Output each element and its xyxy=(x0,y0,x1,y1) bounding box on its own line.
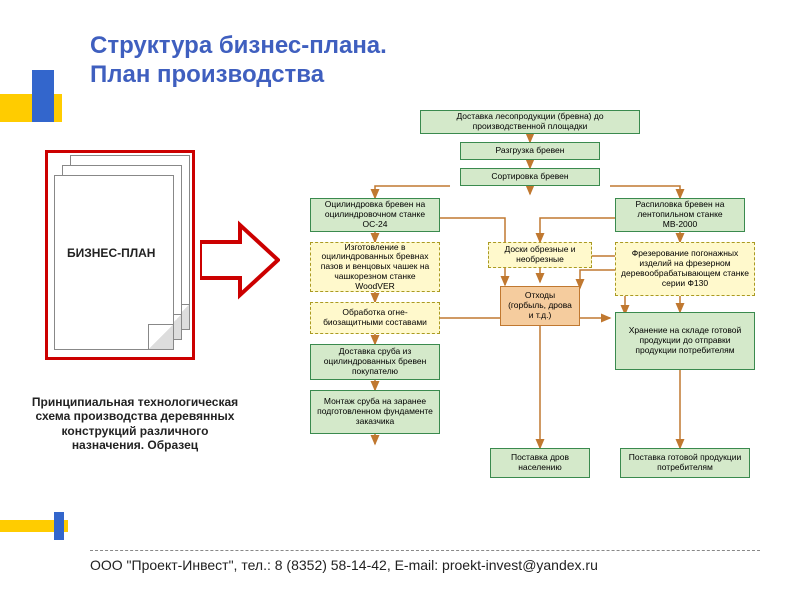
diagram-caption: Принципиальная технологическая схема про… xyxy=(30,395,240,453)
node-sawing: Распиловка бревен на лентопильном станке… xyxy=(615,198,745,232)
plan-page-front: БИЗНЕС-ПЛАН xyxy=(54,175,174,350)
node-milling: Фрезерование погонажных изделий на фрезе… xyxy=(615,242,755,296)
title-line-1: Структура бизнес-плана. xyxy=(90,32,387,59)
deco-blue-bottom xyxy=(54,512,64,540)
plan-illustration: БИЗНЕС-ПЛАН xyxy=(40,155,215,355)
node-boards: Доски обрезные и необрезные xyxy=(488,242,592,268)
node-groove-cups: Изготовление в оцилиндрованных бревнах п… xyxy=(310,242,440,292)
node-sort: Сортировка бревен xyxy=(460,168,600,186)
node-waste: Отходы (горбыль, дрова и т.д.) xyxy=(500,286,580,326)
node-delivery-srub: Доставка сруба из оцилиндрованных бревен… xyxy=(310,344,440,380)
flowchart: Доставка лесопродукции (бревна) до произ… xyxy=(280,110,780,530)
node-assembly: Монтаж сруба на заранее подготовленном ф… xyxy=(310,390,440,434)
node-fire-bio: Обработка огне-биозащитными составами xyxy=(310,302,440,334)
big-arrow-icon xyxy=(200,220,280,300)
node-warehouse: Хранение на складе готовой продукции до … xyxy=(615,312,755,370)
plan-label: БИЗНЕС-ПЛАН xyxy=(67,246,155,260)
node-unload: Разгрузка бревен xyxy=(460,142,600,160)
title-line-2: План производства xyxy=(90,61,324,88)
page-title: Структура бизнес-плана. План производств… xyxy=(90,32,387,90)
footer-contact: ООО "Проект-Инвест", тел.: 8 (8352) 58-1… xyxy=(90,550,760,573)
node-delivery-logs: Доставка лесопродукции (бревна) до произ… xyxy=(420,110,640,134)
node-product-supply: Поставка готовой продукции потребителям xyxy=(620,448,750,478)
node-cylindering: Оцилиндровка бревен на оцилиндровочном с… xyxy=(310,198,440,232)
node-firewood-supply: Поставка дров населению xyxy=(490,448,590,478)
deco-blue-top xyxy=(32,70,54,122)
plan-page-stack: БИЗНЕС-ПЛАН xyxy=(50,155,195,355)
